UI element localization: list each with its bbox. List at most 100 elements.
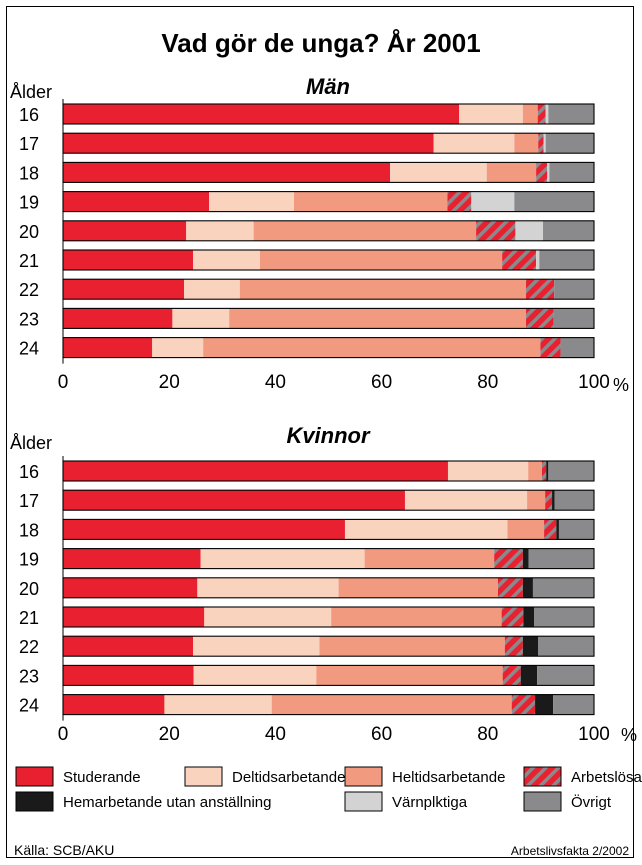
bar-segment-hemarbetande-utan-anstallning [535, 694, 554, 715]
bar-segment-studerande [63, 694, 165, 715]
bar-segment-studerande [63, 577, 198, 598]
category-label: 19 [19, 550, 39, 570]
x-axis-unit: % [621, 725, 637, 745]
category-label: 17 [19, 491, 39, 511]
bar-segment-arbetslosa [501, 607, 524, 627]
bar-row-age-22: 22 [19, 635, 595, 657]
bar-segment-heltidsarbetande [364, 548, 495, 569]
category-label: 22 [19, 637, 39, 657]
bar-segment-ovrigt [554, 279, 594, 300]
x-tick-label: 0 [58, 724, 69, 745]
y-axis-title: Ålder [10, 82, 52, 102]
bar-segment-arbetslosa [526, 279, 555, 300]
bar-segment-varnplktiga [547, 162, 550, 183]
bar-segment-varnplktiga [471, 191, 515, 212]
category-label: 24 [19, 696, 39, 716]
bar-segment-deltidsarbetande [193, 250, 260, 270]
bar-segment-heltidsarbetande [239, 279, 527, 300]
bar-segment-ovrigt [553, 694, 594, 715]
x-tick-label: 100 [578, 724, 610, 745]
bar-segment-hemarbetande-utan-anstallning [520, 665, 538, 686]
bar-row-age-24: 24 [19, 337, 595, 359]
bar-segment-studerande [63, 308, 173, 329]
bar-row-age-19: 19 [19, 548, 595, 570]
x-tick-label: 60 [371, 724, 392, 745]
x-tick-label: 100 [578, 372, 610, 393]
legend-item-studerande: Studerande [15, 766, 141, 787]
category-label: 21 [19, 251, 39, 271]
bar-segment-deltidsarbetande [344, 519, 508, 540]
bar-segment-deltidsarbetande [404, 490, 528, 511]
bar-segment-heltidsarbetande [203, 337, 541, 358]
bar-segment-studerande [63, 490, 405, 511]
legend-label: Studerande [63, 769, 141, 786]
bar-row-age-16: 16 [19, 460, 595, 482]
bar-segment-arbetslosa [502, 250, 537, 270]
legend-label: Värnplktiga [392, 794, 468, 811]
bar-segment-hemarbetande-utan-anstallning [523, 607, 534, 627]
bar-segment-arbetslosa [494, 548, 523, 569]
bar-segment-studerande [63, 337, 153, 358]
bar-segment-hemarbetande-utan-anstallning [522, 548, 529, 569]
bar-segment-arbetslosa [476, 220, 516, 241]
category-label: 20 [19, 579, 39, 599]
legend-swatch [523, 791, 562, 812]
bar-segment-deltidsarbetande [152, 337, 204, 358]
legend-swatch [523, 766, 562, 787]
bar-segment-heltidsarbetande [514, 133, 539, 154]
legend-label: Arbetslösa [571, 769, 642, 786]
bar-row-age-24: 24 [19, 694, 595, 716]
publication-label: Arbetslivsfakta 2/2002 [511, 844, 629, 858]
panel-men: Män Ålder % 16 17 18 19 20 21 22 23 24 0 20 40 60 80 1… [10, 74, 629, 395]
bar-segment-ovrigt [514, 191, 594, 212]
bar-segment-studerande [63, 548, 201, 569]
x-tick-label: 0 [58, 372, 69, 393]
category-label: 18 [19, 163, 39, 183]
bar-segment-heltidsarbetande [293, 191, 448, 212]
x-tick-label: 20 [159, 724, 180, 745]
bar-segment-deltidsarbetande [193, 636, 320, 657]
bar-segment-ovrigt [560, 337, 594, 358]
source-label: Källa: SCB/AKU [14, 842, 114, 858]
legend-swatch [184, 766, 223, 787]
legend-item-ovrigt: Övrigt [523, 791, 612, 812]
bar-segment-deltidsarbetande [204, 607, 332, 627]
bar-segment-heltidsarbetande [316, 665, 503, 686]
bar-segment-studerande [63, 279, 185, 300]
bar-segment-ovrigt [549, 162, 594, 183]
bar-segment-studerande [63, 250, 194, 270]
bar-segment-ovrigt [534, 607, 594, 627]
bar-row-age-21: 21 [19, 606, 595, 628]
legend-label: Hemarbetande utan anställning [63, 794, 271, 811]
bar-segment-ovrigt [558, 519, 594, 540]
legend-item-arbetslosa: Arbetslösa [523, 766, 642, 787]
bar-segment-studerande [63, 162, 391, 183]
bar-segment-heltidsarbetande [229, 308, 527, 329]
x-tick-label: 20 [159, 372, 180, 393]
bar-segment-heltidsarbetande [271, 694, 512, 715]
bar-segment-studerande [63, 665, 194, 686]
bar-segment-arbetslosa [545, 490, 553, 511]
x-tick-label: 80 [477, 372, 498, 393]
x-tick-label: 80 [477, 724, 498, 745]
bar-segment-heltidsarbetande [522, 104, 538, 124]
bar-segment-heltidsarbetande [527, 490, 546, 511]
bar-row-age-20: 20 [19, 220, 595, 242]
legend-item-hemarbetande-utan-anstallning: Hemarbetande utan anställning [15, 791, 271, 812]
bar-row-age-23: 23 [19, 664, 595, 686]
bar-segment-deltidsarbetande [459, 104, 523, 124]
panel-women: Kvinnor Ålder % 16 17 18 19 20 21 22 23 24 0 20 40 6… [10, 423, 637, 745]
legend-swatch [344, 791, 383, 812]
bar-segment-studerande [63, 220, 187, 241]
category-label: 23 [19, 309, 39, 329]
bar-segment-ovrigt [553, 308, 594, 329]
bar-row-age-17: 17 [19, 489, 595, 511]
bar-segment-deltidsarbetande [193, 665, 317, 686]
bar-segment-varnplktiga [545, 104, 549, 124]
bar-segment-arbetslosa [497, 577, 523, 598]
x-axis-unit: % [613, 375, 629, 395]
bar-segment-arbetslosa [447, 191, 472, 212]
category-label: 17 [19, 134, 39, 154]
bar-segment-varnplktiga [543, 133, 546, 154]
bar-row-age-23: 23 [19, 307, 595, 329]
